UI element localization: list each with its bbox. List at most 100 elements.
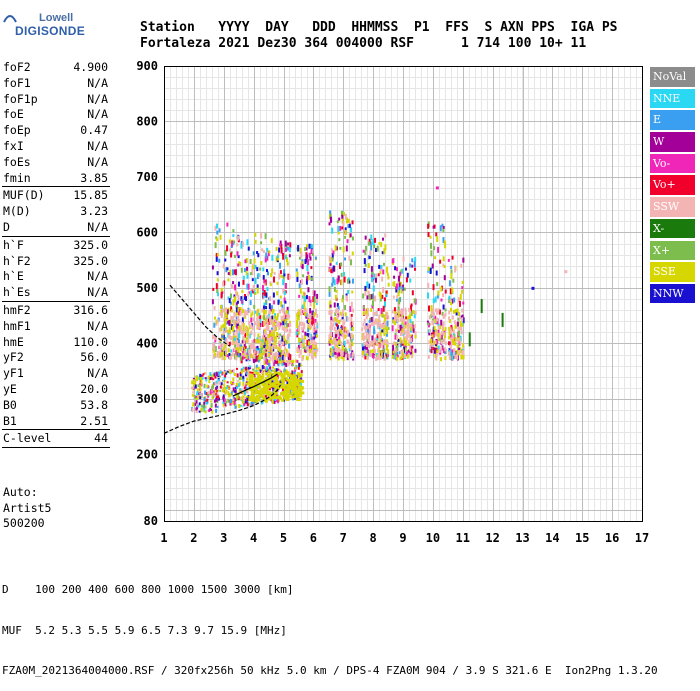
echo-dot <box>204 372 207 375</box>
param-value: 0.47 <box>80 123 108 138</box>
echo-dot <box>244 370 247 373</box>
param-key: h`F <box>3 237 24 252</box>
echo-dot <box>404 267 407 271</box>
echo-dot <box>296 333 299 338</box>
echo-dot <box>413 324 416 329</box>
echo-dot <box>233 319 236 324</box>
echo-dot <box>444 308 447 312</box>
echo-dot <box>266 369 269 372</box>
param-value: 15.85 <box>73 188 108 203</box>
echo-dot <box>334 340 337 345</box>
plot-frame <box>164 66 643 522</box>
echo-dot <box>405 316 408 320</box>
echo-dot <box>219 311 222 316</box>
echo-dot <box>301 343 304 348</box>
echo-dot <box>266 340 269 345</box>
echo-dot <box>209 407 212 411</box>
echo-dot <box>364 263 367 267</box>
param-key: foEp <box>3 123 31 138</box>
echo-dot <box>261 395 265 399</box>
echo-dot <box>348 354 351 359</box>
echo-dot <box>342 221 345 227</box>
param-row: foF2 4.900 <box>0 60 112 76</box>
echo-dot <box>403 346 406 353</box>
echo-dot <box>330 324 333 329</box>
echo-dot <box>272 393 276 397</box>
echo-dot <box>439 225 442 232</box>
echo-dot <box>277 371 281 375</box>
echo-dot <box>224 258 227 262</box>
echo-dot <box>287 242 290 246</box>
echo-dot <box>457 326 460 331</box>
echo-dot <box>253 345 256 350</box>
echo-dot <box>460 263 463 268</box>
echo-dot <box>251 311 254 316</box>
echo-dot <box>236 291 239 296</box>
echo-dot <box>362 293 365 299</box>
echo-dot <box>304 335 307 340</box>
echo-dot <box>227 329 230 333</box>
echo-dot <box>449 307 452 312</box>
echo-dot <box>214 242 217 249</box>
echo-dot <box>301 261 304 267</box>
echo-dot <box>248 333 251 339</box>
echo-dot <box>265 369 268 373</box>
echo-dot <box>461 286 464 290</box>
param-key: C-level <box>3 431 52 446</box>
echo-dot <box>409 318 412 323</box>
echo-dot <box>198 402 201 406</box>
echo-dot <box>267 384 271 388</box>
echo-dot <box>203 390 206 395</box>
echo-dot <box>228 298 231 304</box>
echo-dot <box>201 377 204 380</box>
echo-dot <box>281 392 285 396</box>
echo-dot <box>195 395 198 398</box>
echo-dot <box>228 341 231 346</box>
echo-dot <box>347 340 350 345</box>
echo-dot <box>373 342 376 346</box>
echo-dot <box>261 248 264 252</box>
echo-dot <box>302 342 305 347</box>
echo-dot <box>408 339 411 344</box>
echo-dot <box>332 318 335 323</box>
echo-dot <box>227 387 230 390</box>
echo-dot <box>293 395 297 399</box>
muf-value: 9.7 <box>187 623 214 637</box>
echo-dot <box>365 315 368 320</box>
echo-dot <box>265 366 268 371</box>
echo-dot <box>216 393 219 396</box>
echo-dot <box>216 289 219 294</box>
echo-dot <box>210 403 213 408</box>
echo-dot <box>404 344 407 349</box>
header-value-0: Fortaleza <box>140 36 211 51</box>
echo-dot <box>328 291 331 297</box>
echo-dot <box>219 234 222 240</box>
echo-dot <box>275 369 278 372</box>
echo-dot <box>259 318 262 324</box>
header-label-2: DAY <box>265 20 289 35</box>
echo-dot <box>272 369 275 372</box>
echo-dot <box>268 250 271 254</box>
echo-dot <box>329 260 332 266</box>
echo-dot <box>392 295 395 299</box>
echo-dot <box>315 321 318 326</box>
echo-dot <box>280 300 283 307</box>
echo-dot <box>403 318 406 323</box>
echo-dot <box>218 327 221 332</box>
echo-dot <box>309 324 312 329</box>
echo-dot <box>308 252 311 258</box>
legend-item-w: W <box>650 132 695 152</box>
echo-dot <box>330 316 333 322</box>
echo-dot <box>315 344 318 349</box>
echo-dot <box>251 395 255 399</box>
echo-dot <box>444 244 447 249</box>
echo-dot <box>450 337 453 342</box>
echo-dot <box>370 274 373 280</box>
muf-value: 5.2 <box>28 623 55 637</box>
echo-dot <box>344 327 347 332</box>
echo-dot <box>277 383 281 387</box>
echo-dot <box>396 295 399 299</box>
echo-dot <box>204 377 207 380</box>
echo-dot <box>405 340 408 347</box>
echo-dot <box>393 307 396 312</box>
